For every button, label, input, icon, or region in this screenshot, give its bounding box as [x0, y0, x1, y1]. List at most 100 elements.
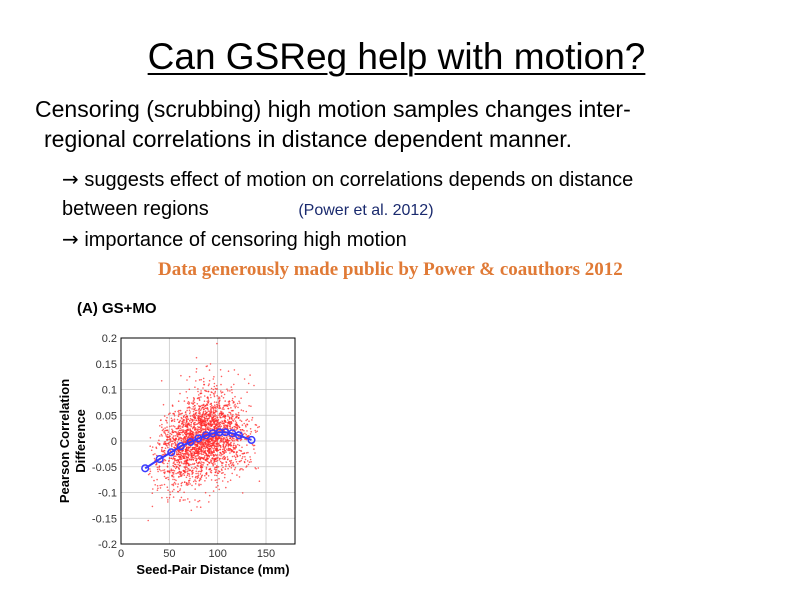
scatter-point: [149, 468, 151, 470]
scatter-point: [212, 388, 215, 391]
scatter-point: [189, 451, 192, 453]
scatter-point: [225, 451, 227, 453]
scatter-point: [230, 459, 233, 462]
scatter-point: [197, 420, 200, 422]
scatter-point: [198, 426, 201, 429]
scatter-point: [226, 439, 229, 441]
scatter-point: [214, 411, 217, 413]
scatter-point: [208, 427, 211, 429]
scatter-point: [183, 414, 186, 417]
scatter-point: [177, 483, 179, 485]
scatter-point: [199, 419, 201, 422]
scatter-point: [251, 443, 254, 446]
scatter-point: [169, 435, 171, 437]
scatter-point: [196, 458, 198, 460]
scatter-point: [195, 461, 198, 464]
scatter-point: [172, 478, 174, 481]
scatter-point: [200, 470, 202, 473]
scatter-point: [209, 419, 211, 422]
scatter-point: [207, 450, 209, 452]
scatter-point: [174, 426, 176, 428]
scatter-point: [164, 441, 167, 443]
scatter-point: [229, 427, 231, 430]
scatter-point: [221, 448, 224, 451]
scatter-point: [187, 483, 190, 485]
scatter-point: [223, 447, 226, 449]
scatter-point: [228, 404, 231, 406]
scatter-point: [198, 398, 201, 400]
scatter-point: [187, 423, 189, 426]
scatter-point: [219, 460, 222, 463]
scatter-point: [163, 450, 166, 452]
scatter-point: [227, 467, 229, 470]
scatter-point: [173, 415, 176, 417]
scatter-point: [172, 456, 175, 459]
scatter-point: [186, 474, 189, 477]
scatter-point: [197, 423, 199, 425]
scatter-point: [163, 483, 166, 486]
scatter-point: [176, 459, 178, 462]
scatter-point: [152, 488, 154, 490]
scatter-point: [173, 457, 176, 460]
scatter-point: [233, 428, 236, 431]
scatter-point: [190, 509, 193, 512]
scatter-point: [223, 458, 225, 461]
scatter-point: [257, 426, 259, 429]
scatter-point: [245, 410, 248, 413]
scatter-point: [163, 430, 165, 433]
scatter-point: [230, 416, 233, 419]
scatter-point: [232, 465, 235, 467]
scatter-point: [186, 456, 188, 459]
scatter-point: [203, 395, 206, 397]
scatter-point: [152, 453, 155, 456]
scatter-point: [223, 424, 226, 426]
scatter-point: [246, 430, 248, 432]
scatter-point: [213, 450, 215, 452]
scatter-point: [215, 474, 218, 477]
scatter-point: [215, 442, 218, 445]
scatter-point: [229, 449, 232, 451]
scatter-point: [161, 454, 164, 456]
scatter-point: [151, 505, 154, 508]
scatter-point: [168, 470, 170, 472]
scatter-point: [174, 440, 177, 442]
scatter-point: [218, 407, 220, 410]
scatter-point: [176, 461, 178, 464]
scatter-point: [223, 405, 225, 407]
scatter-point: [199, 470, 201, 473]
scatter-point: [229, 460, 231, 462]
scatter-point: [194, 466, 196, 468]
scatter-point: [219, 457, 221, 460]
scatter-point: [161, 426, 163, 429]
scatter-point: [174, 410, 176, 413]
scatter-point: [221, 439, 224, 441]
scatter-point: [166, 433, 169, 436]
scatter-point: [161, 435, 163, 437]
scatter-point: [177, 435, 179, 437]
scatter-point: [203, 452, 206, 454]
scatter-point: [170, 443, 173, 445]
scatter-point: [218, 424, 221, 427]
scatter-point: [241, 429, 244, 431]
scatter-point: [211, 414, 213, 416]
scatter-point: [192, 480, 195, 483]
scatter-point: [231, 415, 233, 417]
scatter-point: [191, 402, 193, 404]
scatter-point: [199, 405, 201, 408]
scatter-point: [229, 390, 231, 392]
scatter-point: [195, 433, 198, 435]
scatter-point: [172, 473, 175, 475]
scatter-point: [182, 434, 184, 436]
scatter-point: [208, 455, 210, 458]
scatter-point: [207, 426, 209, 428]
scatter-point: [195, 419, 197, 422]
scatter-point: [176, 428, 178, 430]
scatter-point: [245, 466, 247, 468]
scatter-point: [171, 483, 173, 486]
scatter-point: [244, 424, 247, 427]
scatter-point: [173, 461, 175, 463]
scatter-point: [199, 445, 201, 448]
scatter-point: [214, 390, 217, 393]
scatter-point: [186, 416, 189, 418]
